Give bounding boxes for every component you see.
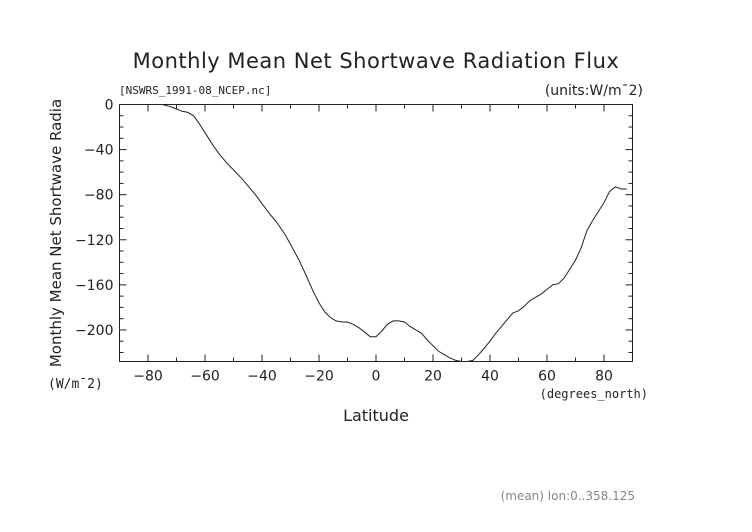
axis-tick-labels: −80 −60 −40 −20 0 20 40 60 800−40−80−120−160−200	[75, 98, 613, 385]
y-tick-label: 0	[105, 98, 114, 114]
x-tick-label: −60	[190, 369, 220, 385]
x-tick-label: 0	[372, 369, 381, 385]
x-tick-label: 60	[538, 369, 556, 385]
x-tick-label: 40	[481, 369, 499, 385]
y-tick-label: −200	[75, 323, 113, 339]
x-tick-label: −20	[304, 369, 334, 385]
y-tick-label: −80	[84, 188, 114, 204]
x-tick-label: 20	[424, 369, 442, 385]
x-tick-label: −80	[133, 369, 163, 385]
y-axis-title-group: Monthly Mean Net Shortwave Radia	[47, 99, 65, 367]
y-axis-units: (W/m¯2)	[48, 377, 103, 392]
x-tick-label: −40	[247, 369, 277, 385]
x-tick-label: 80	[595, 369, 613, 385]
units-label: (units:W/m¯2)	[545, 83, 643, 99]
x-axis-title: Latitude	[343, 406, 409, 425]
file-label: [NSWRS_1991-08_NCEP.nc]	[119, 84, 271, 97]
y-tick-label: −120	[75, 233, 113, 249]
x-axis-units: (degrees_north)	[540, 387, 648, 401]
footer-note: (mean) lon:0..358.125	[501, 489, 635, 503]
y-tick-label: −160	[75, 278, 113, 294]
y-tick-label: −40	[84, 143, 114, 159]
y-axis-title: Monthly Mean Net Shortwave Radia	[47, 99, 65, 367]
chart-title: Monthly Mean Net Shortwave Radiation Flu…	[133, 49, 620, 73]
axis-ticks	[119, 104, 633, 362]
series-line	[156, 104, 627, 362]
plot-frame	[119, 104, 633, 362]
